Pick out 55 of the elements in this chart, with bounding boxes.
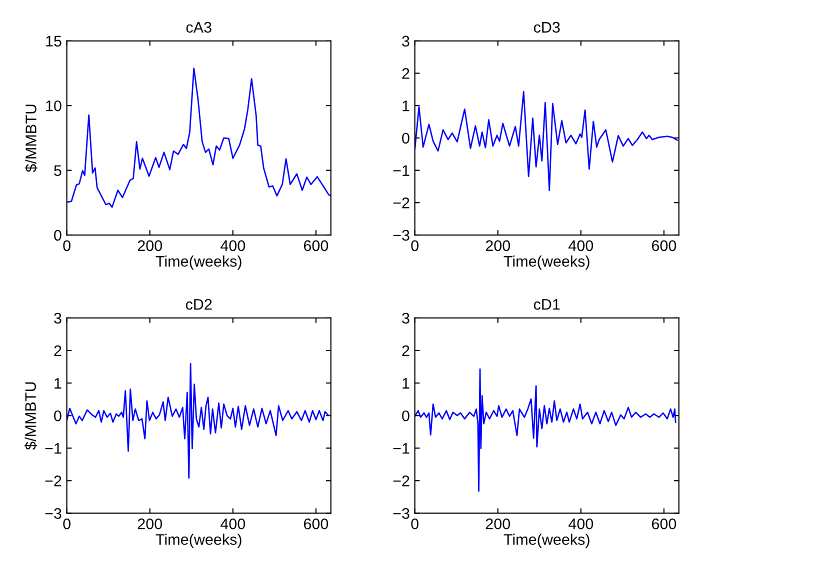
- y-tick-label: −2: [393, 198, 410, 208]
- y-tick-label: 3: [402, 36, 410, 47]
- x-axis-title: Time(weeks): [504, 534, 590, 548]
- x-tick-label: 600: [304, 240, 328, 252]
- y-tick-label: 0: [402, 132, 410, 144]
- x-tick-label: 200: [138, 518, 162, 530]
- y-tick-label: 0: [402, 410, 410, 422]
- x-tick-label: 400: [568, 240, 594, 252]
- y-tick-label: 2: [402, 68, 410, 79]
- y-tick-label: −2: [45, 476, 62, 486]
- x-tick-label: 0: [411, 240, 418, 252]
- x-tick-label: 200: [138, 240, 162, 252]
- x-tick-label: 400: [568, 518, 594, 530]
- y-tick-label: 1: [54, 378, 62, 389]
- y-tick-label: 5: [54, 165, 62, 176]
- y-tick-label: 10: [46, 100, 62, 112]
- y-tick-label: 0: [54, 230, 62, 241]
- x-tick-label: 0: [63, 518, 70, 530]
- x-tick-label: 600: [304, 518, 328, 530]
- y-tick-label: 1: [402, 100, 410, 112]
- y-axis-title: $/MMBTU: [24, 382, 37, 450]
- x-tick-label: 400: [220, 518, 246, 530]
- line-series: [66, 68, 331, 208]
- x-tick-label: 400: [220, 240, 246, 252]
- y-tick-label: −1: [45, 443, 62, 454]
- y-tick-label: 2: [402, 345, 410, 356]
- y-tick-label: 2: [54, 345, 62, 356]
- x-tick-label: 600: [652, 518, 676, 530]
- x-axis-title: Time(weeks): [156, 534, 242, 548]
- y-tick-label: −1: [393, 165, 410, 176]
- y-tick-label: 15: [46, 36, 62, 47]
- y-tick-label: −3: [45, 508, 62, 519]
- y-axis-title: $/MMBTU: [24, 104, 38, 172]
- chart-title: cA3: [186, 22, 212, 33]
- y-tick-label: −2: [393, 476, 410, 486]
- y-tick-label: 1: [402, 378, 410, 389]
- y-tick-label: −1: [393, 443, 410, 454]
- x-tick-label: 0: [63, 240, 70, 252]
- chart-title: cD2: [186, 298, 212, 310]
- chart-title: cD3: [534, 22, 560, 33]
- x-tick-label: 0: [411, 518, 418, 530]
- line-series: [414, 368, 676, 492]
- line-series: [414, 90, 678, 192]
- x-tick-label: 200: [486, 518, 510, 530]
- x-tick-label: 200: [486, 240, 510, 252]
- y-tick-label: −3: [393, 230, 410, 241]
- y-tick-label: −3: [393, 508, 410, 519]
- y-tick-label: 0: [54, 410, 62, 422]
- x-tick-label: 600: [652, 240, 676, 252]
- line-series: [66, 362, 329, 479]
- y-tick-label: 3: [54, 312, 62, 324]
- x-axis-title: Time(weeks): [156, 256, 242, 270]
- y-tick-label: 3: [402, 312, 410, 324]
- chart-title: cD1: [534, 299, 560, 310]
- x-axis-title: Time(weeks): [504, 256, 590, 270]
